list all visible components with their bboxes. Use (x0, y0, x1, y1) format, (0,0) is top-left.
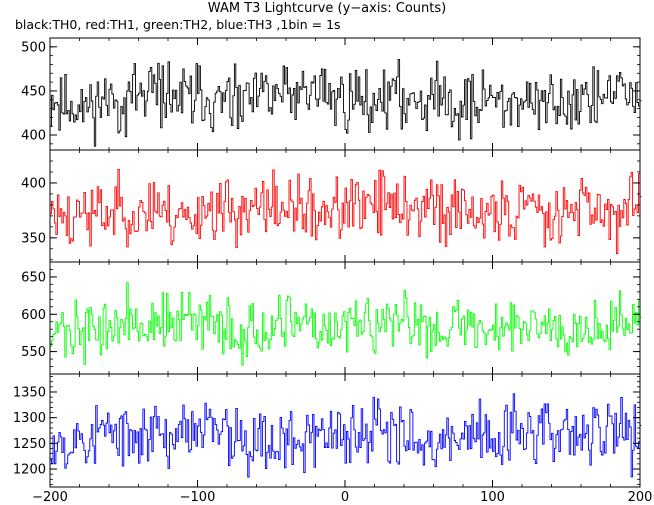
chart-title: WAM T3 Lightcurve (y−axis: Counts) (207, 1, 447, 16)
y-tick-label: 500 (21, 40, 46, 55)
y-tick-label: 650 (21, 270, 46, 285)
y-tick-label: 1350 (13, 385, 46, 400)
chart-subtitle: black:TH0, red:TH1, green:TH2, blue:TH3 … (15, 17, 341, 32)
x-tick-label: −200 (32, 490, 68, 505)
x-tick-label: 200 (628, 490, 653, 505)
x-tick-label: −100 (180, 490, 216, 505)
y-tick-label: 1300 (13, 411, 46, 426)
y-tick-label: 600 (21, 308, 46, 323)
y-tick-label: 1250 (13, 437, 46, 452)
y-tick-label: 350 (21, 231, 46, 246)
series-th2-line (50, 281, 642, 366)
series-th1-line (50, 168, 642, 254)
y-tick-label: 550 (21, 345, 46, 360)
y-tick-label: 1200 (13, 463, 46, 478)
y-tick-label: 400 (21, 176, 46, 191)
y-tick-label: 400 (21, 129, 46, 144)
series-th0-line (50, 59, 642, 147)
x-tick-label: 0 (341, 490, 349, 505)
x-tick-label: 100 (480, 490, 505, 505)
series-th3-line (50, 393, 642, 478)
y-tick-label: 450 (21, 84, 46, 99)
